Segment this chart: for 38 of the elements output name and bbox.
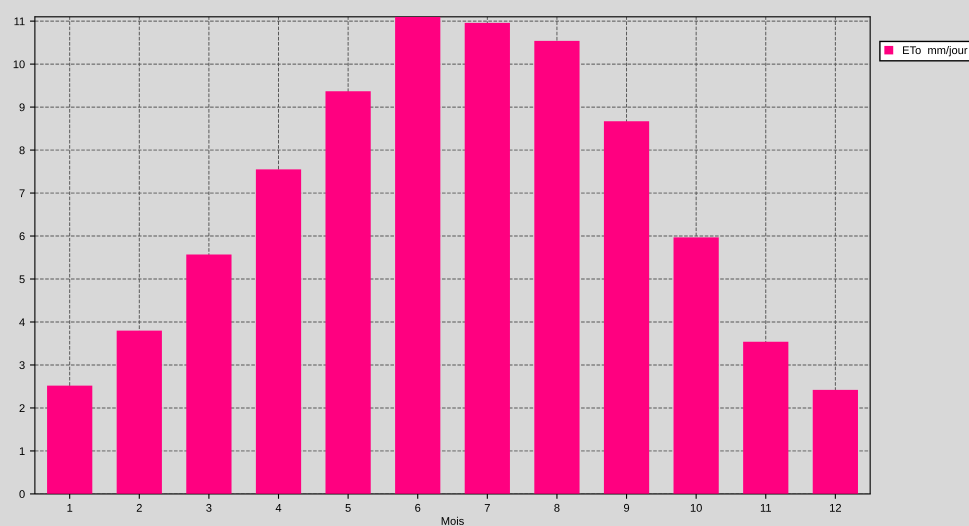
y-tick-label: 1 (20, 447, 25, 455)
x-tick-label: 12 (830, 504, 841, 512)
y-tick-label: 7 (20, 189, 25, 198)
legend-label: ETo mm/jour (903, 46, 968, 56)
x-tick-label: 10 (690, 504, 702, 512)
x-tick-label: 1 (67, 504, 72, 512)
x-tick-label: 8 (554, 504, 560, 512)
x-tick-label: 9 (624, 504, 630, 512)
bar (325, 91, 371, 494)
x-tick-label: 5 (345, 504, 351, 512)
bar (256, 169, 302, 494)
y-tick-label: 6 (20, 232, 25, 240)
y-tick-label: 10 (14, 60, 25, 68)
y-tick-label: 9 (20, 103, 25, 112)
y-tick-label: 11 (14, 18, 25, 26)
bar (116, 330, 162, 494)
y-tick-label: 8 (19, 146, 25, 154)
y-tick-label: 3 (19, 361, 25, 370)
x-tick-label: 6 (415, 504, 420, 512)
y-tick-label: 4 (19, 318, 25, 326)
bar (604, 121, 650, 494)
y-tick-label: 0 (19, 490, 25, 498)
bar (464, 22, 510, 494)
x-tick-label: 3 (206, 504, 212, 512)
bar (812, 390, 858, 494)
bar (743, 342, 788, 494)
bar (47, 386, 92, 494)
bar (186, 254, 232, 494)
x-tick-label: 2 (136, 504, 142, 512)
y-tick-label: 5 (19, 275, 25, 284)
bar (395, 16, 440, 494)
x-tick-label: 4 (276, 504, 282, 512)
bar (674, 237, 719, 494)
x-tick-label: 11 (760, 504, 771, 512)
x-tick-label: 7 (484, 504, 490, 512)
bar (534, 40, 580, 494)
x-axis-title: Mois (442, 516, 464, 525)
y-tick-label: 2 (20, 404, 25, 412)
